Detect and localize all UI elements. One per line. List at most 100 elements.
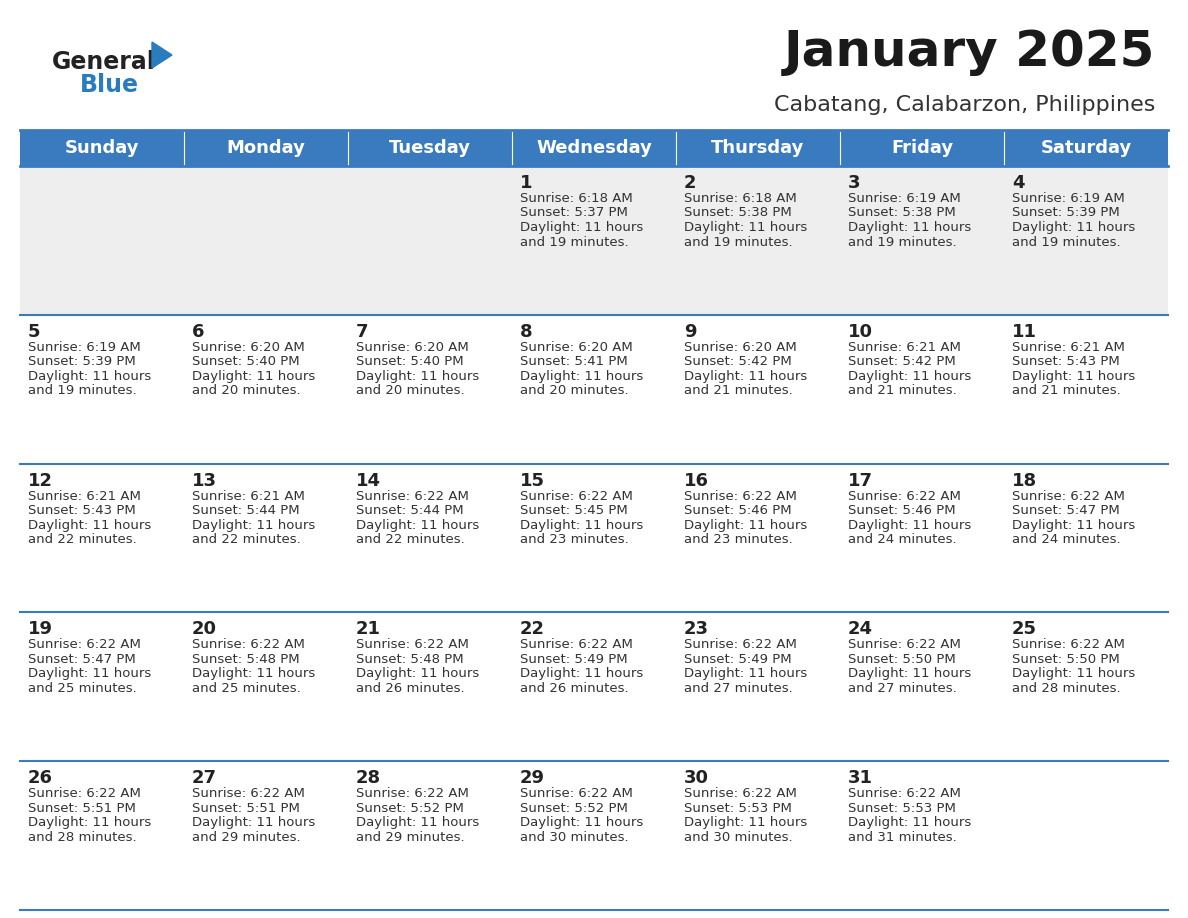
Text: Daylight: 11 hours: Daylight: 11 hours (192, 370, 315, 383)
Text: Sunrise: 6:22 AM: Sunrise: 6:22 AM (29, 638, 141, 652)
Text: 19: 19 (29, 621, 53, 638)
Text: Sunset: 5:38 PM: Sunset: 5:38 PM (684, 207, 791, 219)
Text: 1: 1 (520, 174, 532, 192)
Text: and 27 minutes.: and 27 minutes. (684, 682, 792, 695)
Text: and 26 minutes.: and 26 minutes. (356, 682, 465, 695)
Bar (1004, 612, 1168, 761)
Text: Sunrise: 6:20 AM: Sunrise: 6:20 AM (356, 341, 469, 353)
Text: Daylight: 11 hours: Daylight: 11 hours (848, 816, 972, 829)
Text: and 19 minutes.: and 19 minutes. (29, 385, 137, 397)
Text: 8: 8 (520, 323, 532, 341)
Text: 25: 25 (1012, 621, 1037, 638)
Text: General: General (52, 50, 156, 74)
Text: Wednesday: Wednesday (536, 139, 652, 157)
Text: Friday: Friday (891, 139, 953, 157)
Text: and 29 minutes.: and 29 minutes. (356, 831, 465, 844)
Text: Sunrise: 6:22 AM: Sunrise: 6:22 AM (520, 638, 633, 652)
Text: and 30 minutes.: and 30 minutes. (520, 831, 628, 844)
Text: and 31 minutes.: and 31 minutes. (848, 831, 956, 844)
Text: Daylight: 11 hours: Daylight: 11 hours (29, 667, 151, 680)
Text: Daylight: 11 hours: Daylight: 11 hours (848, 667, 972, 680)
Text: Daylight: 11 hours: Daylight: 11 hours (848, 221, 972, 234)
Bar (512, 130, 676, 166)
Text: 18: 18 (1012, 472, 1037, 489)
Bar (512, 166, 676, 315)
Text: and 22 minutes.: and 22 minutes. (356, 533, 465, 546)
Text: Sunrise: 6:21 AM: Sunrise: 6:21 AM (192, 489, 305, 502)
Text: Sunrise: 6:22 AM: Sunrise: 6:22 AM (192, 638, 305, 652)
Text: Sunset: 5:38 PM: Sunset: 5:38 PM (848, 207, 956, 219)
Text: Sunrise: 6:20 AM: Sunrise: 6:20 AM (520, 341, 633, 353)
Text: 23: 23 (684, 621, 709, 638)
Text: Sunset: 5:40 PM: Sunset: 5:40 PM (356, 355, 463, 368)
Text: Sunset: 5:51 PM: Sunset: 5:51 PM (192, 801, 299, 814)
Bar (1004, 464, 1168, 612)
Text: 11: 11 (1012, 323, 1037, 341)
Text: Sunset: 5:42 PM: Sunset: 5:42 PM (848, 355, 956, 368)
Text: Daylight: 11 hours: Daylight: 11 hours (356, 667, 479, 680)
Text: 15: 15 (520, 472, 545, 489)
Text: Sunset: 5:53 PM: Sunset: 5:53 PM (684, 801, 792, 814)
Text: Sunset: 5:49 PM: Sunset: 5:49 PM (684, 653, 791, 666)
Bar (184, 761, 348, 910)
Bar (348, 612, 512, 761)
Text: Sunrise: 6:21 AM: Sunrise: 6:21 AM (1012, 341, 1125, 353)
Bar (1004, 315, 1168, 464)
Bar (1004, 130, 1168, 166)
Text: Daylight: 11 hours: Daylight: 11 hours (192, 816, 315, 829)
Text: 24: 24 (848, 621, 873, 638)
Text: Daylight: 11 hours: Daylight: 11 hours (684, 370, 808, 383)
Text: Daylight: 11 hours: Daylight: 11 hours (684, 519, 808, 532)
Text: Daylight: 11 hours: Daylight: 11 hours (192, 667, 315, 680)
Text: Sunset: 5:47 PM: Sunset: 5:47 PM (29, 653, 135, 666)
Bar (184, 315, 348, 464)
Text: Cabatang, Calabarzon, Philippines: Cabatang, Calabarzon, Philippines (773, 95, 1155, 115)
Bar (20, 315, 184, 464)
Text: Sunset: 5:50 PM: Sunset: 5:50 PM (1012, 653, 1120, 666)
Text: Sunset: 5:41 PM: Sunset: 5:41 PM (520, 355, 627, 368)
Text: Sunset: 5:43 PM: Sunset: 5:43 PM (1012, 355, 1120, 368)
Bar (184, 612, 348, 761)
Text: 4: 4 (1012, 174, 1024, 192)
Text: Sunrise: 6:22 AM: Sunrise: 6:22 AM (684, 638, 797, 652)
Text: and 25 minutes.: and 25 minutes. (192, 682, 301, 695)
Bar (348, 761, 512, 910)
Text: Sunset: 5:52 PM: Sunset: 5:52 PM (520, 801, 628, 814)
Bar (840, 464, 1004, 612)
Bar (676, 464, 840, 612)
Text: Daylight: 11 hours: Daylight: 11 hours (520, 221, 643, 234)
Bar (676, 166, 840, 315)
Bar (512, 612, 676, 761)
Text: Daylight: 11 hours: Daylight: 11 hours (520, 370, 643, 383)
Text: and 21 minutes.: and 21 minutes. (848, 385, 956, 397)
Text: Daylight: 11 hours: Daylight: 11 hours (684, 816, 808, 829)
Bar (1004, 761, 1168, 910)
Text: and 27 minutes.: and 27 minutes. (848, 682, 956, 695)
Text: Sunset: 5:50 PM: Sunset: 5:50 PM (848, 653, 956, 666)
Text: and 25 minutes.: and 25 minutes. (29, 682, 137, 695)
Text: and 21 minutes.: and 21 minutes. (1012, 385, 1120, 397)
Bar (840, 315, 1004, 464)
Text: 16: 16 (684, 472, 709, 489)
Bar (840, 166, 1004, 315)
Text: and 28 minutes.: and 28 minutes. (29, 831, 137, 844)
Text: and 28 minutes.: and 28 minutes. (1012, 682, 1120, 695)
Text: Saturday: Saturday (1041, 139, 1132, 157)
Text: Sunset: 5:44 PM: Sunset: 5:44 PM (356, 504, 463, 517)
Bar (840, 130, 1004, 166)
Bar (840, 761, 1004, 910)
Bar (20, 464, 184, 612)
Text: Daylight: 11 hours: Daylight: 11 hours (1012, 519, 1136, 532)
Text: Sunrise: 6:22 AM: Sunrise: 6:22 AM (192, 788, 305, 800)
Text: Sunrise: 6:22 AM: Sunrise: 6:22 AM (848, 788, 961, 800)
Bar (20, 130, 184, 166)
Bar (348, 130, 512, 166)
Text: Sunset: 5:42 PM: Sunset: 5:42 PM (684, 355, 791, 368)
Text: Sunset: 5:49 PM: Sunset: 5:49 PM (520, 653, 627, 666)
Bar (20, 612, 184, 761)
Polygon shape (152, 42, 172, 68)
Text: Sunrise: 6:19 AM: Sunrise: 6:19 AM (848, 192, 961, 205)
Bar (348, 166, 512, 315)
Text: Daylight: 11 hours: Daylight: 11 hours (520, 816, 643, 829)
Text: Daylight: 11 hours: Daylight: 11 hours (29, 519, 151, 532)
